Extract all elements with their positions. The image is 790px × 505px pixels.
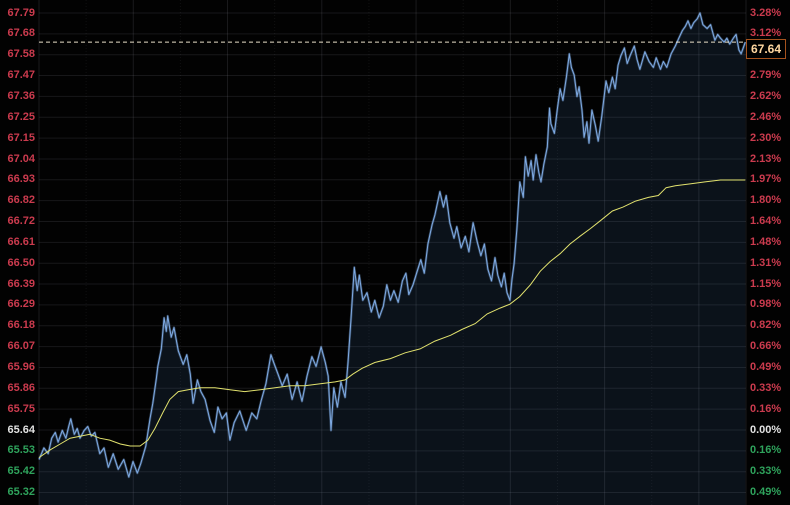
price-axis-label: 67.47 <box>7 69 35 82</box>
percent-axis-label: 2.46% <box>750 110 782 123</box>
price-axis-label: 65.96 <box>7 361 35 373</box>
price-axis-label: 67.58 <box>7 48 35 61</box>
percent-axis-label: 2.30% <box>750 131 782 144</box>
current-price-label: 67.64 <box>746 39 787 59</box>
price-axis-label: 66.72 <box>7 215 35 227</box>
price-axis-label: 66.18 <box>7 319 35 332</box>
percent-axis-label: 0.33% <box>750 465 782 478</box>
price-line <box>38 12 746 478</box>
price-axis-label: 65.53 <box>7 444 35 457</box>
percent-axis-label: 0.16% <box>750 402 782 415</box>
price-area-fill <box>39 13 746 505</box>
avg-price-line <box>38 179 746 459</box>
percent-axis-label: 0.00% <box>750 423 782 436</box>
price-axis-label: 67.15 <box>7 131 35 144</box>
percent-axis-label: 0.49% <box>750 361 782 373</box>
percent-axis-label: 1.64% <box>750 215 782 227</box>
price-axis-label: 66.82 <box>7 194 35 207</box>
percent-axis-label: 0.82% <box>750 319 782 332</box>
percent-axis-label: 0.49% <box>750 486 782 499</box>
price-axis-label: 66.07 <box>7 340 35 353</box>
price-axis-label: 67.68 <box>7 27 35 40</box>
gridlines <box>38 0 747 505</box>
price-axis-label: 65.86 <box>7 381 35 394</box>
percent-axis-label: 2.62% <box>750 89 782 102</box>
percent-axis-label: 0.16% <box>750 444 782 457</box>
price-axis-label: 65.75 <box>7 402 35 415</box>
percent-axis-label: 0.98% <box>750 298 782 311</box>
percent-axis-label: 1.31% <box>750 256 782 269</box>
percent-axis-label: 0.33% <box>750 381 782 394</box>
price-axis-label: 66.50 <box>7 256 35 269</box>
price-axis-label: 67.04 <box>7 152 35 165</box>
price-axis-label: 65.42 <box>7 465 35 478</box>
percent-axis-label: 2.13% <box>750 152 782 165</box>
price-axis-label: 67.79 <box>7 6 35 19</box>
percent-axis-label: 1.48% <box>750 235 782 248</box>
price-axis-label: 66.93 <box>7 173 35 186</box>
percent-axis-label: 3.12% <box>750 27 782 40</box>
price-axis-label: 66.39 <box>7 277 35 290</box>
price-axis-label: 65.64 <box>7 423 35 436</box>
percent-axis-label: 0.66% <box>750 340 782 353</box>
percent-axis-label: 2.79% <box>750 69 782 82</box>
price-axis-label: 67.25 <box>7 110 35 123</box>
percent-axis-label: 1.97% <box>750 173 782 186</box>
price-axis-label: 66.61 <box>7 235 35 248</box>
price-axis-label: 65.32 <box>7 486 35 499</box>
percent-axis-label: 1.15% <box>750 277 782 290</box>
percent-axis-label: 1.80% <box>750 194 782 207</box>
price-axis-label: 67.36 <box>7 89 35 102</box>
percent-axis-label: 3.28% <box>750 6 782 19</box>
price-axis-label: 66.29 <box>7 298 35 311</box>
